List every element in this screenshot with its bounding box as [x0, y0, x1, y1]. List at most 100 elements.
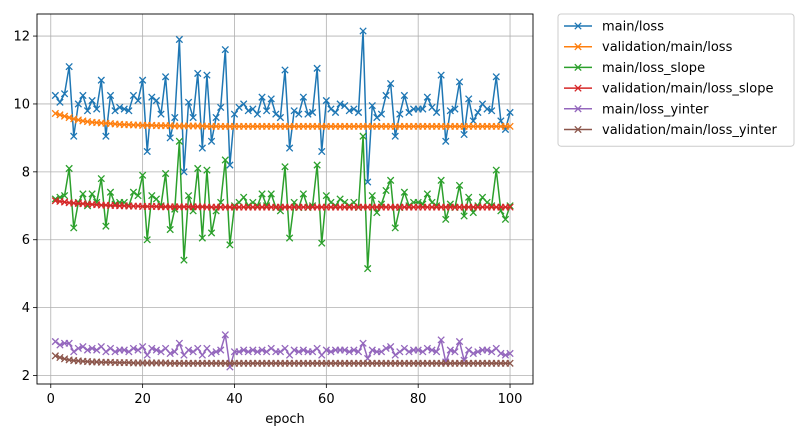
data-point-marker — [506, 122, 514, 131]
data-point-marker — [56, 111, 64, 119]
data-point-marker — [474, 108, 482, 117]
data-point-marker — [88, 96, 96, 105]
data-point-marker — [106, 344, 115, 353]
data-point-marker — [308, 348, 317, 356]
data-point-marker — [244, 202, 252, 210]
data-point-marker — [152, 96, 161, 105]
data-point-marker — [175, 137, 184, 145]
data-point-marker — [501, 351, 510, 359]
data-point-marker — [474, 348, 482, 356]
data-point-marker — [134, 191, 142, 200]
data-point-marker — [244, 348, 252, 356]
x-tick-label: 80 — [410, 392, 427, 407]
data-point-marker — [318, 239, 326, 247]
data-point-marker — [194, 344, 202, 353]
data-point-marker — [455, 181, 464, 190]
data-point-marker — [125, 107, 133, 115]
data-point-marker — [290, 107, 298, 115]
data-point-marker — [148, 93, 156, 101]
data-point-marker — [221, 331, 229, 339]
data-point-marker — [267, 95, 275, 103]
data-point-marker — [276, 348, 285, 356]
data-point-marker — [432, 348, 441, 356]
data-point-marker — [70, 224, 78, 232]
data-point-marker — [419, 105, 427, 113]
data-point-marker — [51, 109, 60, 118]
data-point-marker — [134, 346, 142, 354]
data-point-marker — [483, 105, 491, 113]
data-point-marker — [65, 339, 73, 347]
data-point-marker — [299, 93, 308, 101]
data-point-marker — [79, 91, 87, 100]
data-point-marker — [446, 200, 454, 208]
data-point-marker — [51, 337, 60, 346]
data-point-marker — [88, 344, 96, 353]
data-point-marker — [207, 137, 216, 145]
data-point-marker — [423, 93, 432, 101]
x-tick-label: 40 — [226, 392, 243, 407]
data-point-marker — [432, 202, 441, 210]
data-point-marker — [194, 69, 202, 78]
legend-label: main/loss_slope — [602, 61, 705, 76]
data-point-marker — [244, 107, 252, 115]
data-point-marker — [207, 349, 216, 358]
data-point-marker — [373, 113, 381, 122]
data-point-marker — [93, 105, 101, 113]
data-point-marker — [327, 105, 335, 113]
data-point-marker — [460, 356, 468, 364]
data-point-marker — [276, 113, 285, 122]
y-tick-label: 6 — [22, 233, 30, 248]
series-line — [54, 30, 511, 183]
data-point-marker — [106, 188, 115, 196]
data-point-marker — [382, 344, 390, 353]
data-point-marker — [240, 346, 248, 354]
legend-item: main/loss_yinter — [564, 102, 709, 117]
data-point-marker — [93, 346, 101, 354]
data-point-marker — [203, 166, 211, 174]
data-point-marker — [65, 62, 73, 71]
data-point-marker — [207, 229, 216, 237]
data-point-marker — [368, 101, 376, 110]
data-point-marker — [497, 349, 505, 358]
data-point-marker — [51, 91, 60, 100]
data-point-marker — [377, 110, 386, 118]
data-point-marker — [386, 176, 395, 184]
data-point-marker — [102, 222, 110, 230]
data-point-marker — [203, 71, 211, 79]
data-point-marker — [129, 188, 138, 196]
data-point-marker — [88, 190, 96, 198]
data-point-marker — [437, 71, 445, 79]
data-point-marker — [111, 107, 119, 115]
data-point-marker — [460, 212, 468, 220]
data-point-marker — [405, 202, 413, 210]
data-point-marker — [488, 107, 496, 115]
data-point-marker — [198, 144, 206, 152]
data-point-marker — [299, 346, 308, 354]
data-point-marker — [386, 343, 395, 351]
data-point-marker — [455, 337, 464, 346]
data-point-marker — [377, 348, 386, 356]
data-point-marker — [148, 344, 156, 353]
data-point-marker — [240, 100, 248, 108]
data-point-marker — [322, 346, 330, 354]
data-point-marker — [157, 348, 165, 356]
data-point-marker — [134, 96, 142, 105]
data-point-marker — [345, 107, 353, 115]
y-tick-label: 12 — [13, 30, 30, 45]
data-point-marker — [253, 348, 262, 356]
data-point-marker — [400, 188, 409, 196]
data-point-marker — [313, 161, 321, 169]
data-point-marker — [116, 103, 124, 112]
data-point-marker — [350, 346, 358, 354]
data-point-marker — [391, 132, 399, 140]
data-point-marker — [285, 234, 294, 242]
data-point-marker — [295, 348, 303, 356]
data-point-marker — [368, 346, 376, 354]
data-point-marker — [83, 107, 92, 115]
data-point-marker — [111, 348, 119, 356]
data-point-marker — [221, 156, 229, 164]
data-point-marker — [364, 178, 372, 186]
x-tick-label: 60 — [318, 392, 335, 407]
series-1 — [51, 27, 514, 186]
